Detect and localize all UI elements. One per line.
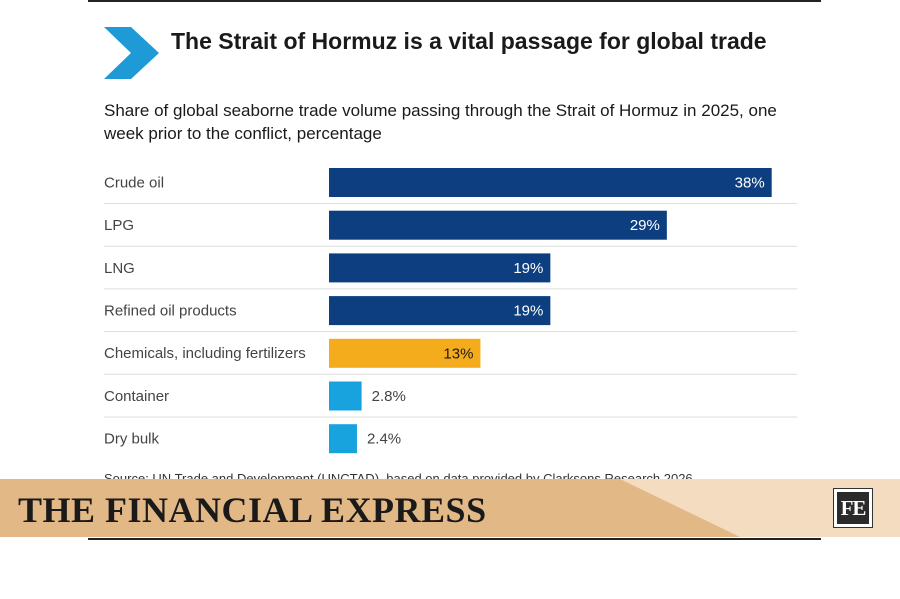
fe-logo: FE <box>833 488 873 528</box>
data-label: 19% <box>513 303 543 320</box>
data-label: 38% <box>735 175 765 192</box>
data-label: 19% <box>513 260 543 277</box>
publication-banner: THE FINANCIAL EXPRESS FE <box>0 479 900 537</box>
bar <box>329 296 551 326</box>
category-label: Crude oil <box>104 174 164 191</box>
data-label: 29% <box>630 217 660 234</box>
category-label: Chemicals, including fertilizers <box>104 345 306 362</box>
category-label: LNG <box>104 260 135 277</box>
chart-subtitle: Share of global seaborne trade volume pa… <box>104 101 777 143</box>
category-label: LPG <box>104 217 134 234</box>
bar <box>329 168 772 197</box>
category-label: Container <box>104 388 169 405</box>
bar <box>329 210 667 240</box>
category-label: Dry bulk <box>104 431 160 448</box>
fe-logo-text: FE <box>837 492 869 524</box>
bar <box>329 381 362 411</box>
data-label: 2.8% <box>372 388 406 405</box>
chevron-icon <box>104 27 159 79</box>
data-label: 13% <box>443 345 473 362</box>
bar <box>329 338 481 368</box>
top-divider <box>88 0 821 2</box>
bottom-divider <box>88 538 821 540</box>
chart-title: The Strait of Hormuz is a vital passage … <box>171 28 767 54</box>
category-label: Refined oil products <box>104 302 237 319</box>
data-label: 2.4% <box>367 431 401 448</box>
bar <box>329 253 551 283</box>
banner-background <box>0 479 900 537</box>
bar <box>329 424 357 454</box>
publication-name: THE FINANCIAL EXPRESS <box>18 490 487 530</box>
